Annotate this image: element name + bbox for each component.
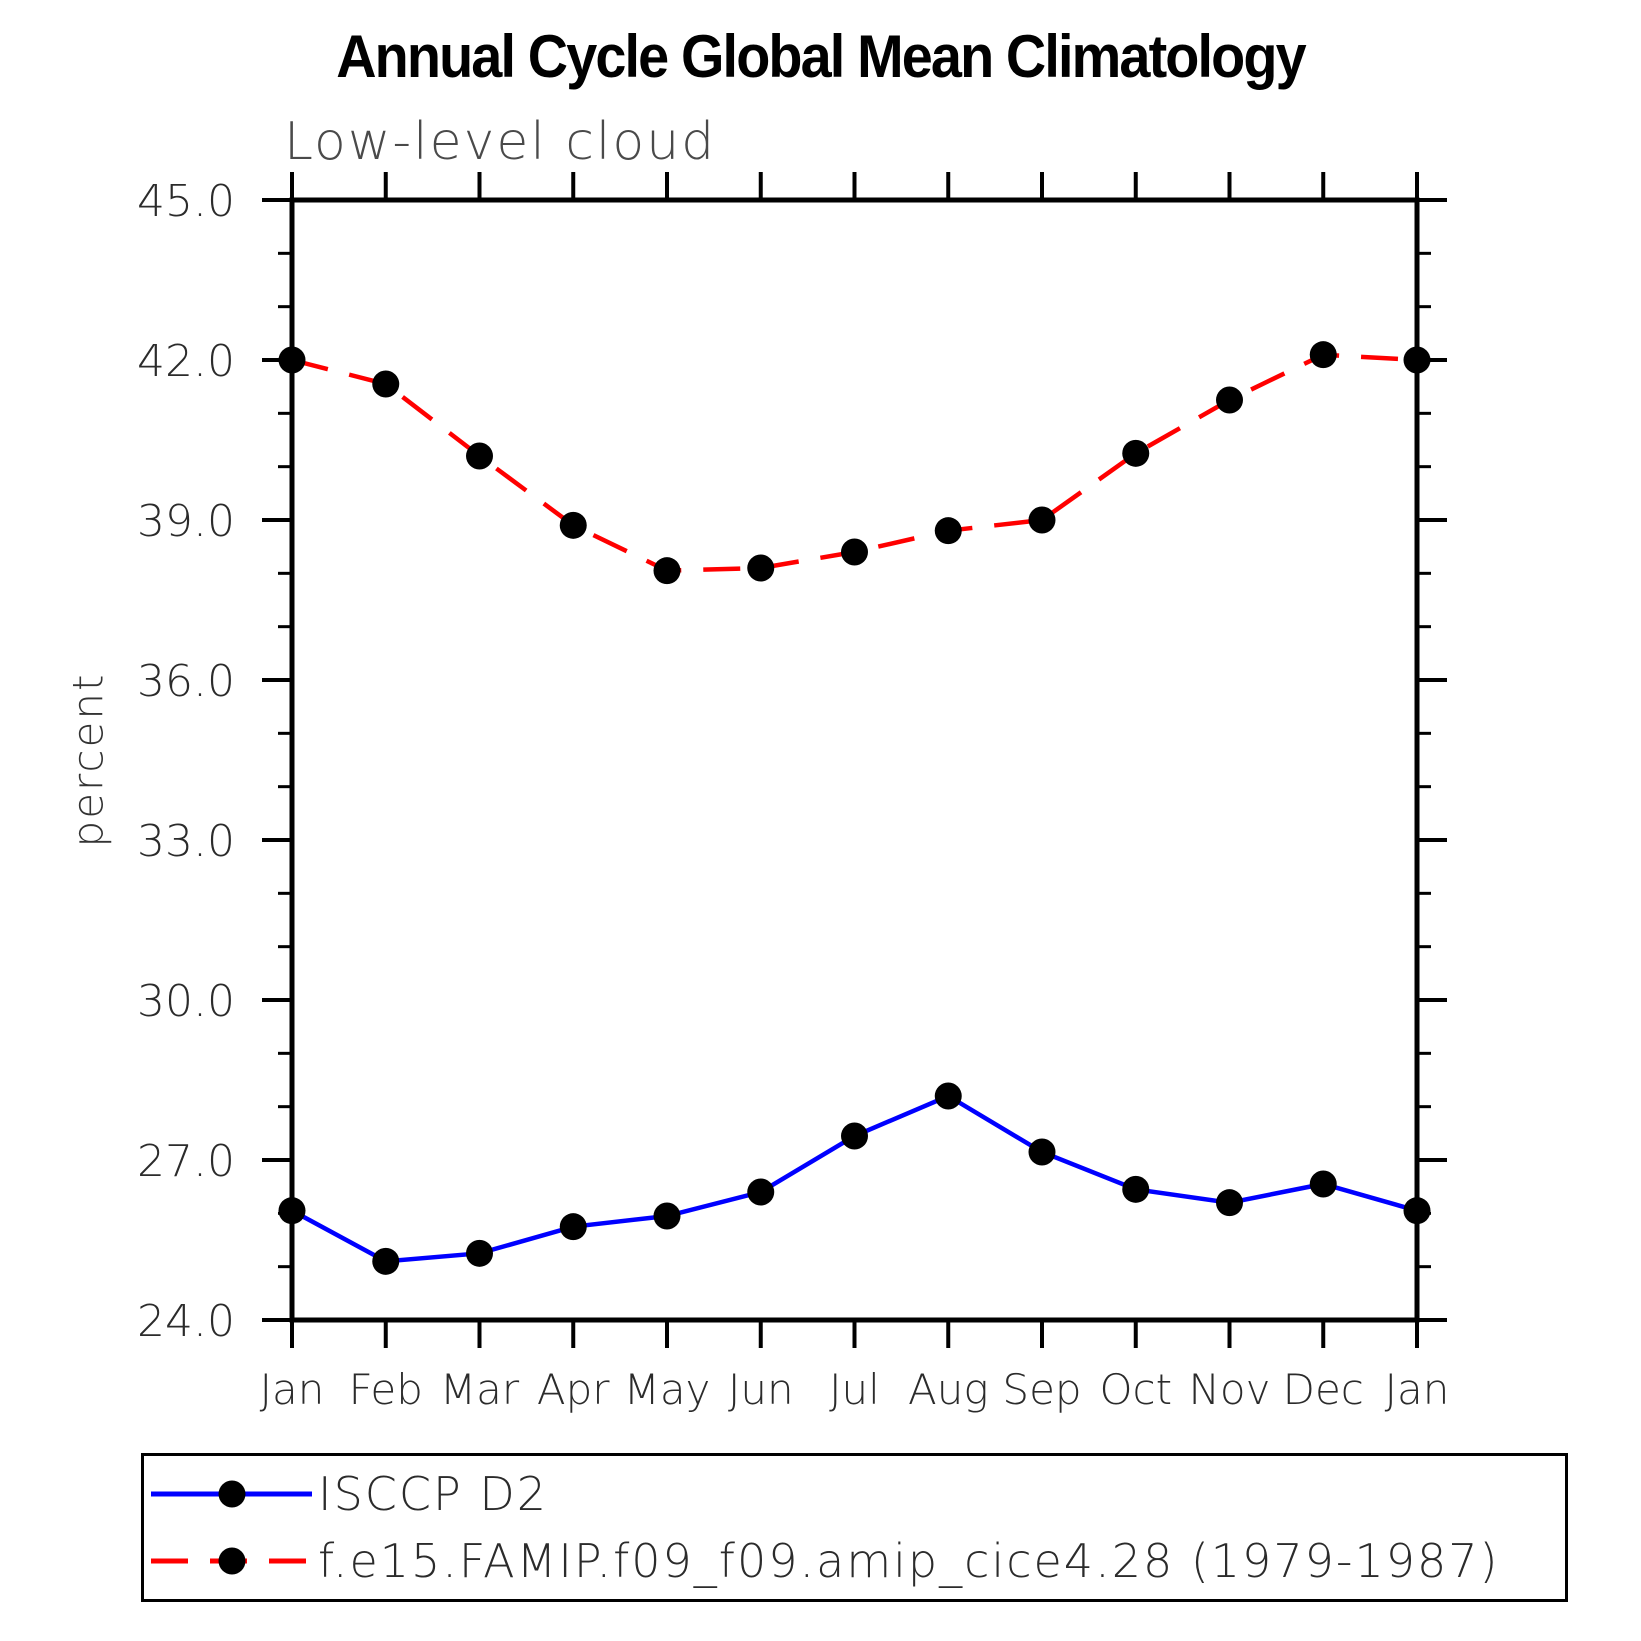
x-tick-label: May — [624, 1365, 711, 1414]
axes-frame — [289, 197, 1420, 1323]
x-tick-label: Jan — [1385, 1365, 1450, 1414]
data-point — [841, 1122, 868, 1150]
data-point — [653, 557, 681, 585]
x-tick-label: Dec — [1283, 1365, 1364, 1414]
chart-subtitle: Low-level cloud — [284, 112, 717, 172]
series-line-0 — [290, 1093, 1418, 1264]
data-point — [1403, 1197, 1431, 1225]
y-axis-title: percent — [63, 672, 113, 848]
x-tick-label: Jul — [829, 1365, 880, 1414]
x-tick-label: Feb — [349, 1365, 423, 1414]
legend-label-model: f.e15.FAMIP.f09_f09.amip_cice4.28 (1979-… — [318, 1534, 1500, 1588]
y-tick-label: 36.0 — [137, 656, 235, 707]
data-point — [841, 538, 868, 566]
data-point — [1028, 1138, 1056, 1166]
data-point — [1309, 341, 1337, 369]
y-tick-label: 33.0 — [137, 816, 235, 867]
data-point — [372, 1247, 400, 1275]
data-point — [1216, 386, 1243, 414]
legend-box: ISCCP D2 f.e15.FAMIP.f09_f09.amip_cice4.… — [141, 1453, 1568, 1602]
data-point — [466, 442, 493, 470]
chart-title: Annual Cycle Global Mean Climatology — [336, 23, 1306, 90]
data-point — [1122, 1175, 1150, 1203]
y-tick-label: 30.0 — [137, 976, 235, 1027]
data-point — [372, 370, 400, 398]
data-point — [559, 1213, 587, 1241]
y-tick-label: 39.0 — [137, 496, 235, 547]
data-point — [747, 554, 775, 582]
data-point — [1403, 346, 1431, 374]
x-tick-label: Jun — [728, 1365, 794, 1414]
x-tick-label: Jan — [260, 1365, 325, 1414]
data-point — [1122, 439, 1150, 467]
legend-marker-dot — [218, 1480, 246, 1508]
legend-entry-isccp-d2: ISCCP D2 — [148, 1466, 548, 1522]
data-point — [1216, 1189, 1243, 1217]
data-point — [747, 1178, 775, 1206]
data-point — [1028, 506, 1056, 534]
data-point — [934, 517, 962, 545]
legend-entry-model: f.e15.FAMIP.f09_f09.amip_cice4.28 (1979-… — [148, 1533, 1499, 1589]
data-point — [934, 1082, 962, 1110]
x-tick-label: Sep — [1002, 1365, 1081, 1414]
legend-label-isccp-d2: ISCCP D2 — [318, 1467, 549, 1521]
y-tick-label: 45.0 — [137, 176, 235, 227]
x-tick-label: Apr — [537, 1365, 610, 1414]
x-tick-label: Mar — [440, 1365, 520, 1414]
x-tick-label: Oct — [1099, 1365, 1172, 1414]
legend-sample-solid-line — [151, 1480, 312, 1508]
series-line-1 — [291, 352, 1418, 573]
x-tick-label: Aug — [908, 1365, 989, 1414]
data-point — [278, 1197, 306, 1225]
y-tick-label: 42.0 — [137, 336, 235, 387]
x-tick-label: Nov — [1189, 1365, 1271, 1414]
data-point — [1309, 1170, 1337, 1198]
data-point — [653, 1202, 681, 1230]
data-point — [559, 511, 587, 539]
y-tick-label: 27.0 — [137, 1136, 235, 1187]
data-point — [466, 1239, 493, 1267]
legend-marker-dot — [218, 1547, 246, 1575]
legend-sample-dashed-line — [151, 1547, 312, 1575]
y-tick-label: 24.0 — [137, 1296, 235, 1347]
data-point — [278, 346, 306, 374]
